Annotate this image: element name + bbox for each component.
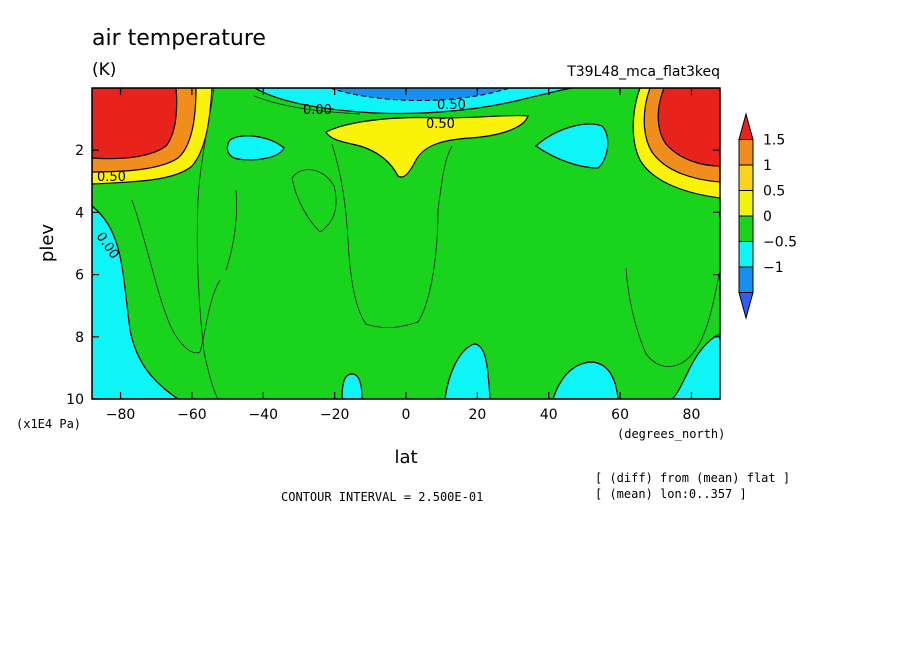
colorbar-bottom-arrow [738, 292, 754, 320]
colorbar-label: 0.5 [763, 184, 785, 200]
colorbar-swatch [738, 190, 754, 217]
colorbar: 1.5 1 0.5 0 −0.5 −1 [738, 112, 797, 320]
colorbar-label: 1 [763, 158, 772, 174]
northern-lower-cold-region [671, 333, 720, 399]
colorbar-swatch [738, 164, 754, 191]
x-tick-label: 60 [611, 407, 629, 423]
x-axis: −80 −60 −40 −20 0 20 40 60 80 [106, 88, 701, 423]
mid-lower-cold-patch-a [444, 343, 491, 399]
colorbar-swatch [738, 139, 754, 166]
south-pole-band-15 [92, 88, 178, 160]
colorbar-swatch [738, 241, 754, 268]
mid-lower-cold-patch-b [341, 373, 363, 399]
colorbar-label: 1.5 [763, 133, 785, 149]
note-mean: [ (mean) lon:0..357 ] [595, 487, 747, 501]
contour-line-d [331, 143, 453, 328]
x-tick-label: 20 [468, 407, 486, 423]
equatorial-upper-positive [325, 114, 529, 178]
northern-cold-patch [535, 123, 609, 169]
contour-interval: CONTOUR INTERVAL = 2.500E-01 [281, 490, 483, 504]
plot-area [92, 88, 720, 399]
colorbar-top-arrow [738, 112, 754, 140]
contour-label: 0.50 [426, 117, 455, 132]
y-unit-label: (x1E4 Pa) [16, 417, 81, 431]
north-pole-band-15 [657, 88, 720, 167]
colorbar-swatch [738, 266, 754, 293]
x-unit-label: (degrees_north) [617, 427, 725, 441]
x-tick-label: −40 [248, 407, 278, 423]
run-label: T39L48_mca_flat3keq [566, 64, 720, 80]
contour-line-c [291, 169, 337, 233]
chart-units: (K) [92, 60, 116, 80]
colorbar-label: −1 [763, 260, 784, 276]
y-tick-label: 8 [75, 330, 84, 346]
x-tick-label: −20 [320, 407, 350, 423]
colorbar-swatch [738, 215, 754, 242]
y-tick-label: 2 [75, 143, 84, 159]
x-tick-label: 40 [540, 407, 558, 423]
contour-line-a [196, 88, 219, 399]
y-tick-label: 6 [75, 268, 84, 284]
northern-lower-cold-patch [552, 361, 619, 399]
contour-label: 0.50 [437, 98, 466, 113]
y-axis-label: plev [37, 224, 58, 263]
colorbar-label: 0 [763, 209, 772, 225]
y-axis: 2 4 6 8 10 [66, 143, 720, 408]
x-axis-label: lat [394, 447, 417, 468]
contour-line-f [225, 189, 238, 271]
contour-line-b [131, 199, 221, 354]
x-tick-label: −60 [177, 407, 207, 423]
x-tick-label: 80 [683, 407, 701, 423]
southern-cold-patch [226, 135, 285, 161]
contour-label: 0.50 [97, 170, 126, 185]
x-tick-label: −80 [106, 407, 136, 423]
contour-line-g [253, 95, 361, 115]
note-diff: [ (diff) from (mean) flat ] [595, 471, 790, 485]
y-tick-label: 10 [66, 392, 84, 408]
southern-lower-cold-region [92, 205, 180, 399]
upper-negative-jet-core [329, 88, 511, 101]
contour-label: 0.00 [303, 103, 332, 118]
y-tick-label: 4 [75, 205, 84, 221]
contour-line-e [625, 267, 720, 367]
colorbar-label: −0.5 [763, 235, 797, 251]
chart-title: air temperature [92, 26, 266, 51]
x-tick-label: 0 [402, 407, 411, 423]
